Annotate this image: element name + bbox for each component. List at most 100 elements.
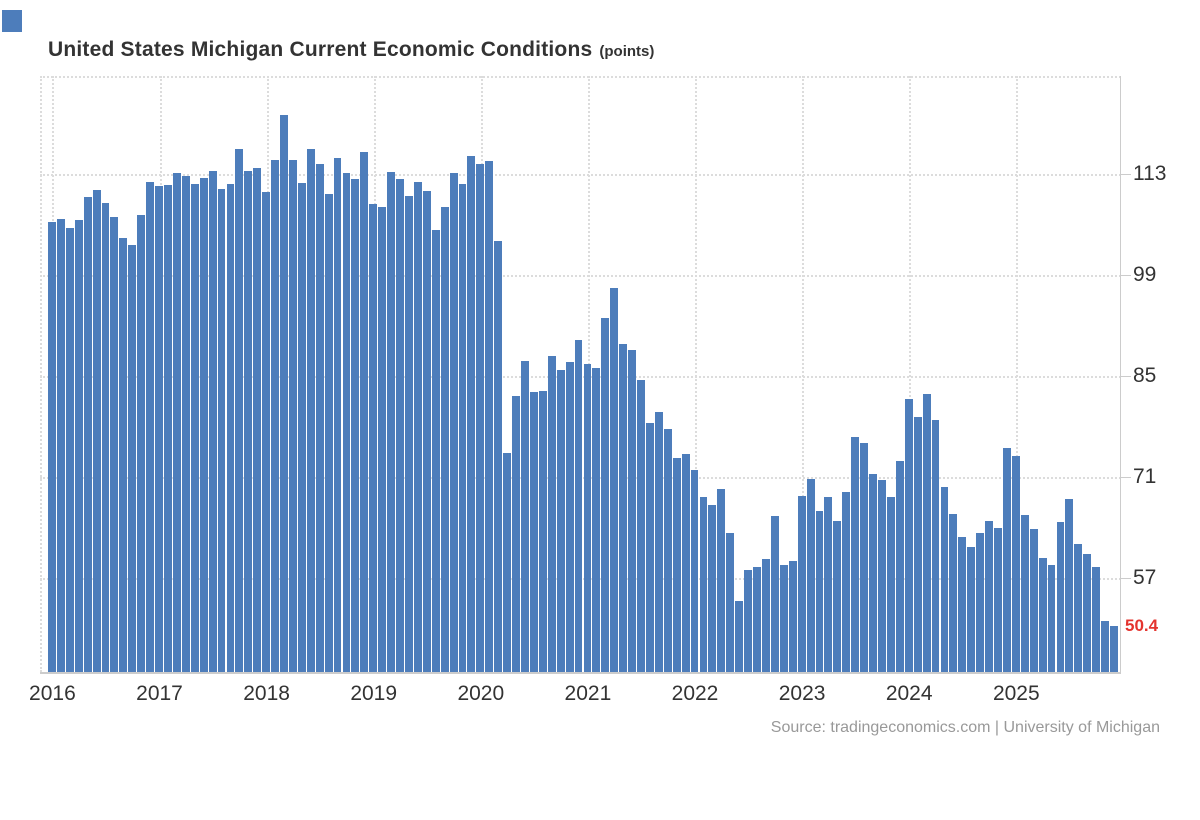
bar[interactable] bbox=[806, 479, 815, 672]
bar[interactable] bbox=[226, 183, 235, 672]
bar[interactable] bbox=[128, 244, 137, 672]
bar[interactable] bbox=[1083, 553, 1092, 672]
bar[interactable] bbox=[878, 480, 886, 672]
bar[interactable] bbox=[690, 470, 699, 672]
bar[interactable] bbox=[744, 570, 753, 672]
bar[interactable] bbox=[663, 428, 672, 672]
bar[interactable] bbox=[494, 241, 503, 672]
bar[interactable] bbox=[610, 288, 619, 672]
bar[interactable] bbox=[422, 190, 431, 672]
bar[interactable] bbox=[190, 183, 199, 672]
bar[interactable] bbox=[449, 172, 458, 672]
bar[interactable] bbox=[467, 156, 476, 672]
bar[interactable] bbox=[217, 189, 226, 672]
bar[interactable] bbox=[351, 179, 360, 672]
bar[interactable] bbox=[1020, 515, 1029, 672]
bar[interactable] bbox=[1011, 455, 1020, 672]
bar[interactable] bbox=[913, 416, 922, 672]
bar[interactable] bbox=[360, 151, 369, 672]
bar[interactable] bbox=[431, 229, 440, 672]
bar[interactable] bbox=[146, 182, 155, 672]
bar[interactable] bbox=[860, 443, 869, 672]
bar[interactable] bbox=[949, 514, 958, 672]
bar[interactable] bbox=[958, 537, 967, 672]
bar[interactable] bbox=[521, 361, 529, 672]
bar[interactable] bbox=[458, 184, 467, 672]
bar[interactable] bbox=[797, 495, 806, 672]
bar[interactable] bbox=[592, 367, 601, 672]
bar[interactable] bbox=[762, 558, 770, 672]
bar[interactable] bbox=[369, 204, 378, 672]
bar[interactable] bbox=[842, 491, 851, 672]
bar[interactable] bbox=[83, 196, 92, 672]
bar[interactable] bbox=[619, 344, 628, 672]
bar[interactable] bbox=[976, 532, 985, 672]
bar[interactable] bbox=[717, 488, 726, 672]
bar[interactable] bbox=[824, 497, 833, 672]
bar[interactable] bbox=[708, 504, 717, 672]
bar[interactable] bbox=[574, 340, 583, 672]
bar[interactable] bbox=[342, 173, 351, 672]
bar[interactable] bbox=[681, 454, 690, 672]
bar[interactable] bbox=[1047, 564, 1056, 672]
bar[interactable] bbox=[788, 560, 797, 672]
bar[interactable] bbox=[583, 363, 592, 672]
bar[interactable] bbox=[770, 516, 779, 672]
bar[interactable] bbox=[1110, 625, 1118, 672]
bar[interactable] bbox=[699, 497, 708, 672]
bar[interactable] bbox=[637, 379, 645, 672]
bar[interactable] bbox=[413, 182, 422, 672]
bar[interactable] bbox=[253, 168, 262, 672]
bar[interactable] bbox=[886, 496, 895, 672]
bar[interactable] bbox=[476, 164, 485, 672]
bar[interactable] bbox=[56, 218, 65, 672]
bar[interactable] bbox=[833, 521, 842, 672]
bar[interactable] bbox=[262, 192, 271, 672]
bar[interactable] bbox=[208, 171, 217, 672]
bar[interactable] bbox=[556, 369, 565, 672]
bar[interactable] bbox=[547, 356, 556, 672]
bar[interactable] bbox=[1029, 529, 1038, 672]
bar[interactable] bbox=[601, 318, 610, 672]
bar[interactable] bbox=[306, 148, 315, 672]
bar[interactable] bbox=[387, 172, 396, 672]
bar[interactable] bbox=[280, 115, 288, 672]
bar[interactable] bbox=[1074, 544, 1083, 672]
bar[interactable] bbox=[1056, 521, 1065, 672]
bar[interactable] bbox=[271, 160, 280, 672]
bar[interactable] bbox=[74, 219, 83, 672]
bar[interactable] bbox=[164, 185, 172, 672]
bar[interactable] bbox=[235, 148, 244, 672]
bar[interactable] bbox=[985, 521, 994, 672]
bar[interactable] bbox=[512, 395, 520, 672]
bar[interactable] bbox=[753, 566, 761, 672]
bar[interactable] bbox=[940, 487, 949, 672]
bar[interactable] bbox=[904, 398, 913, 672]
bar[interactable] bbox=[779, 565, 788, 672]
bar[interactable] bbox=[297, 182, 306, 672]
bar[interactable] bbox=[333, 158, 342, 672]
bar[interactable] bbox=[503, 453, 512, 672]
bar[interactable] bbox=[628, 350, 637, 672]
bar[interactable] bbox=[565, 361, 574, 672]
bar[interactable] bbox=[65, 227, 74, 672]
bar[interactable] bbox=[654, 411, 663, 672]
bar[interactable] bbox=[1002, 447, 1011, 672]
bar[interactable] bbox=[396, 179, 404, 672]
bar[interactable] bbox=[199, 177, 208, 672]
bar[interactable] bbox=[538, 391, 547, 672]
bar[interactable] bbox=[931, 419, 940, 672]
bar[interactable] bbox=[440, 206, 449, 672]
bar[interactable] bbox=[48, 221, 56, 672]
bar[interactable] bbox=[244, 170, 253, 672]
bar[interactable] bbox=[994, 528, 1002, 672]
bar[interactable] bbox=[324, 193, 333, 672]
bar[interactable] bbox=[172, 172, 181, 672]
bar[interactable] bbox=[967, 547, 976, 672]
bar[interactable] bbox=[895, 460, 904, 672]
bar[interactable] bbox=[485, 161, 494, 672]
bar[interactable] bbox=[1092, 566, 1101, 672]
bar[interactable] bbox=[1038, 558, 1047, 672]
bar[interactable] bbox=[137, 215, 146, 672]
bar[interactable] bbox=[405, 195, 413, 672]
